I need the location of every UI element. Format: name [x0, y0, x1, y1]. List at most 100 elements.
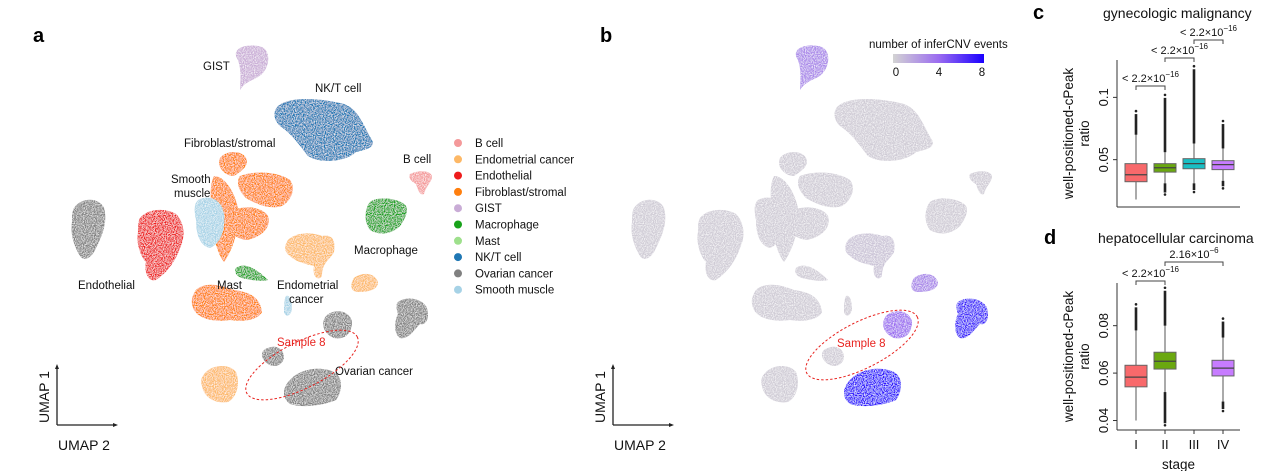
cnv-cluster-ovarian-left [631, 199, 666, 259]
cluster-label-smooth-muscle: Smooth muscle [171, 174, 211, 200]
comparison-bracket-d-1 [1164, 261, 1224, 266]
outlier-max [1221, 119, 1225, 123]
panel-d-boxplot-hcc: d hepatocellular carcinoma 0.04 0.06 0.08 w… [1044, 227, 1254, 471]
cluster-ov-right [395, 298, 428, 339]
legend-label-9: Smooth muscle [475, 285, 554, 297]
box-c-I [1124, 109, 1148, 200]
umap1-label-a: UMAP 1 [36, 371, 52, 423]
legend-label-6: Mast [475, 236, 501, 248]
cnv-cluster-ov-right [955, 298, 988, 339]
outlier-max [1221, 317, 1225, 320]
cnv-cluster-endothelial [697, 209, 744, 281]
cnv-cluster-mast [795, 265, 828, 281]
box-c-IV [1211, 119, 1235, 190]
panel-a-umap-celltype: a GIST NK/T cell Fibroblast/stromal B cell S… [33, 25, 574, 453]
sample8-ellipse-b [805, 309, 919, 381]
ytick-label-d-1: 0.06 [1096, 360, 1111, 385]
cnv-cluster-macrophage [925, 198, 967, 234]
ylabel-c: well-positioned-cPeakratio [1061, 68, 1092, 201]
legend-swatch-9 [454, 285, 462, 294]
pvalue-label-c-1: < 2.2×10−16 [1151, 42, 1209, 57]
legend-swatch-2 [454, 171, 462, 180]
outlier-min [1221, 187, 1225, 190]
box-c-III [1182, 64, 1206, 194]
legend-swatch-3 [454, 187, 462, 196]
cluster-endo-can3 [201, 366, 238, 403]
cluster-smooth2 [284, 295, 292, 316]
box-iqr [1124, 364, 1148, 388]
pvalue-label-d-0: < 2.2×10−16 [1122, 265, 1180, 280]
outlier-min [1192, 190, 1196, 194]
box-d-II [1153, 286, 1177, 427]
panel-b-umap-infercnv: b Sample 8 UMAP 1 UMAP 2 number of infer… [592, 25, 1008, 453]
legend-swatch-4 [454, 204, 462, 213]
cluster-ov-big [284, 368, 341, 407]
colorbar-tick-8: 8 [979, 67, 985, 79]
cluster-nkt [274, 99, 373, 161]
outlier-max [1134, 303, 1138, 306]
panel-letter-d: d [1044, 227, 1056, 249]
legend-swatch-5 [454, 220, 462, 229]
colorbar-tick-4: 4 [936, 67, 943, 79]
legend-label-3: Fibroblast/stromal [475, 187, 566, 199]
box-d-IV [1211, 317, 1235, 413]
panel-letter-c: c [1033, 2, 1044, 24]
cnv-cluster-gist [795, 45, 829, 90]
legend-swatch-7 [454, 253, 462, 262]
outlier-max [1163, 93, 1167, 97]
panel-a-cluster-labels: GIST NK/T cell Fibroblast/stromal B cell Smo… [78, 61, 431, 378]
legend-swatch-6 [454, 236, 462, 245]
cnv-cluster-smooth [754, 197, 785, 248]
xlabel-d: stage [1162, 457, 1195, 471]
ytick-label-c-1: 0.1 [1096, 88, 1111, 106]
colorbar-gradient [893, 54, 984, 63]
ytick-label-d-0: 0.04 [1096, 408, 1111, 433]
box-d-I [1124, 303, 1148, 421]
legend-label-4: GIST [475, 203, 502, 215]
legend-label-0: B cell [475, 138, 503, 150]
legend-label-1: Endometrial cancer [475, 154, 574, 166]
legend-swatch-1 [454, 155, 462, 164]
cluster-bcell [409, 171, 432, 195]
xtick-label-d-II: II [1161, 437, 1168, 452]
umap2-label-b: UMAP 2 [614, 437, 666, 453]
cluster-label-ovarian-cancer: Ovarian cancer [335, 366, 413, 378]
panel-b-clusters [631, 45, 992, 407]
cluster-label-nk-t-cell: NK/T cell [315, 83, 361, 95]
cluster-fibro2 [238, 172, 293, 208]
cluster-fibro1 [219, 152, 247, 176]
cluster-label-endometrial-cancer: Endometrial cancer [277, 280, 338, 306]
pvalue-label-c-2: < 2.2×10−16 [1180, 24, 1238, 39]
sample8-label-b: Sample 8 [837, 338, 886, 350]
legend-label-8: Ovarian cancer [475, 268, 553, 280]
cnv-cluster-fibro1 [779, 152, 807, 176]
ylabel-d: well-positioned-cPeakratio [1061, 291, 1092, 424]
comparison-bracket-d-0 [1135, 280, 1166, 285]
cluster-label-macrophage: Macrophage [354, 245, 418, 257]
outlier-min [1163, 193, 1167, 196]
umap-axes-b: UMAP 1 UMAP 2 [592, 364, 674, 453]
panel-a-clusters [71, 45, 432, 407]
sample8-label-a: Sample 8 [277, 337, 326, 349]
cnv-cluster-nkt [834, 99, 933, 161]
cluster-ov-s8a [323, 311, 352, 339]
cluster-ovarian-left [71, 199, 106, 259]
cnv-cluster-smooth2 [844, 295, 852, 316]
colorbar-tick-0: 0 [893, 67, 899, 79]
comparison-bracket-c-0 [1135, 85, 1166, 90]
legend-swatch-8 [454, 269, 462, 278]
pvalue-label-d-1: 2.16×10−6 [1169, 246, 1219, 261]
cnv-cluster-endo-can2 [911, 273, 938, 292]
pvalue-label-c-0: < 2.2×10−16 [1122, 70, 1180, 85]
xtick-label-d-IV: IV [1217, 437, 1230, 452]
cluster-label-gist: GIST [203, 61, 230, 73]
legend-swatch-0 [454, 139, 462, 147]
cnv-cluster-endo-can [845, 233, 895, 279]
cnv-cluster-ov-s8a [883, 311, 912, 339]
cluster-label-mast: Mast [217, 280, 243, 292]
outlier-max [1163, 286, 1167, 290]
cluster-label-endothelial: Endothelial [78, 280, 135, 292]
infercnv-colorbar: number of inferCNV events 0 4 8 [869, 39, 1008, 79]
cnv-cluster-bcell [969, 171, 992, 195]
panel-d-title: hepatocellular carcinoma [1098, 230, 1254, 246]
